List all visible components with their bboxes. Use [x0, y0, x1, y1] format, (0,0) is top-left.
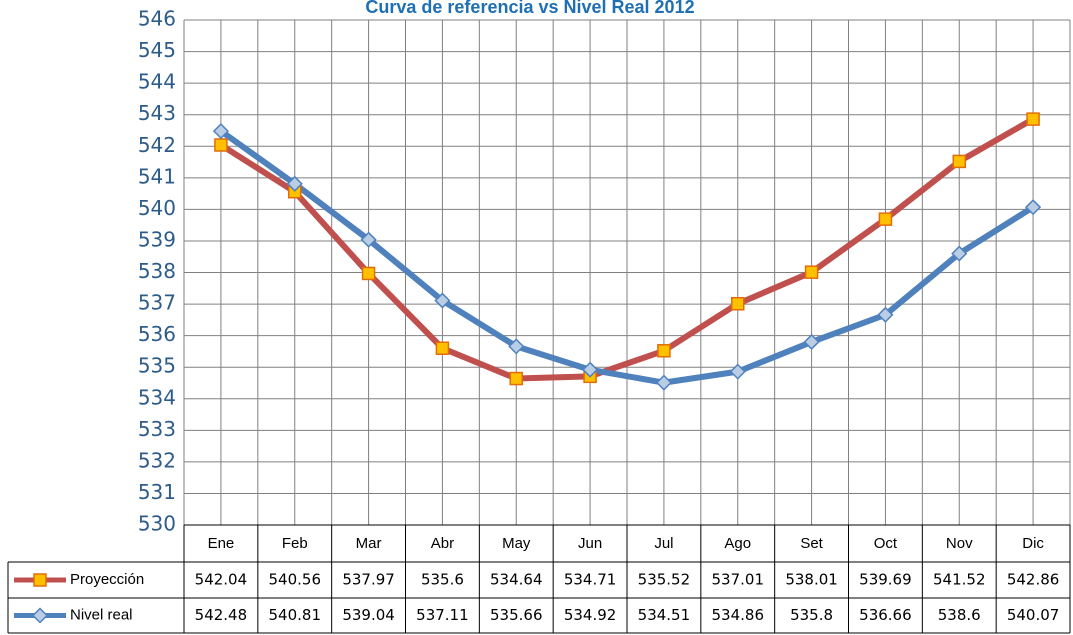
marker: [286, 175, 303, 192]
marker: [212, 123, 229, 140]
y-tick-label: 532: [138, 448, 176, 472]
marker: [214, 138, 228, 152]
x-tick-label: Set: [800, 535, 823, 552]
table-value: 542.04: [195, 571, 248, 589]
y-tick-label: 537: [138, 291, 176, 315]
table-value: 534.92: [564, 606, 617, 624]
marker: [657, 344, 671, 358]
x-tick-label: Jul: [654, 535, 673, 552]
table-value: 542.86: [1007, 571, 1060, 589]
table-value: 534.51: [638, 606, 691, 624]
table-value: 535.8: [790, 606, 833, 624]
table-value: 537.97: [342, 571, 395, 589]
table-value: 537.01: [712, 571, 765, 589]
marker: [582, 361, 599, 378]
table-value: 536.66: [859, 606, 912, 624]
x-tick-label: Dic: [1022, 535, 1044, 552]
table-value: 535.66: [490, 606, 543, 624]
y-tick-label: 530: [138, 512, 176, 536]
y-tick-label: 544: [138, 70, 176, 94]
marker: [951, 245, 968, 262]
table-value: 534.86: [712, 606, 765, 624]
table-value: 538.01: [785, 571, 838, 589]
y-tick-label: 546: [138, 7, 176, 31]
marker: [360, 231, 377, 248]
y-tick-label: 538: [138, 259, 176, 283]
table-value: 540.56: [269, 571, 322, 589]
marker: [878, 212, 893, 226]
marker: [509, 371, 523, 386]
y-tick-label: 533: [138, 417, 176, 441]
chart-title: Curva de referencia vs Nivel Real 2012: [365, 0, 694, 17]
marker: [877, 306, 894, 323]
marker: [1025, 199, 1042, 216]
x-tick-label: May: [502, 535, 531, 552]
marker: [803, 333, 820, 350]
table-value: 534.64: [490, 571, 543, 589]
table-value: 540.07: [1007, 606, 1060, 624]
x-tick-label: Feb: [282, 535, 308, 552]
y-tick-label: 541: [138, 164, 176, 188]
marker: [1026, 112, 1040, 126]
marker: [434, 292, 451, 309]
table-value: 542.48: [195, 606, 248, 624]
marker: [361, 266, 376, 281]
y-tick-label: 540: [138, 196, 176, 220]
marker: [952, 154, 966, 169]
y-tick-label: 536: [138, 322, 176, 346]
x-tick-label: Ene: [208, 535, 235, 552]
marker: [731, 296, 745, 311]
marker: [729, 363, 746, 380]
marker: [508, 338, 525, 355]
table-value: 540.81: [269, 606, 322, 624]
x-tick-label: Ago: [724, 535, 751, 552]
marker: [655, 374, 672, 391]
legend-label: Proyección: [70, 571, 144, 588]
table-value: 537.11: [416, 606, 469, 624]
y-tick-label: 534: [138, 385, 176, 409]
y-tick-label: 531: [138, 480, 176, 504]
table-value: 541.52: [933, 571, 986, 589]
table-value: 539.69: [859, 571, 912, 589]
table-value: 535.52: [638, 571, 691, 589]
x-tick-label: Oct: [874, 535, 898, 552]
series-line: [219, 128, 1035, 386]
y-tick-label: 545: [138, 38, 176, 62]
series-line: [219, 116, 1035, 382]
marker: [435, 341, 450, 355]
table-value: 539.04: [342, 606, 395, 624]
x-tick-label: Nov: [946, 535, 973, 552]
x-tick-label: Jun: [578, 535, 602, 552]
y-tick-label: 542: [138, 133, 176, 157]
table-value: 534.71: [564, 571, 617, 589]
table-value: 535.6: [421, 571, 464, 589]
y-tick-label: 543: [138, 101, 176, 125]
x-tick-label: Abr: [431, 535, 454, 552]
y-tick-label: 535: [138, 354, 176, 378]
marker: [804, 265, 819, 279]
table-value: 538.6: [938, 606, 981, 624]
legend-label: Nivel real: [70, 606, 133, 623]
marker: [33, 573, 47, 587]
marker: [31, 607, 49, 624]
y-tick-label: 539: [138, 227, 176, 251]
x-tick-label: Mar: [356, 535, 382, 552]
